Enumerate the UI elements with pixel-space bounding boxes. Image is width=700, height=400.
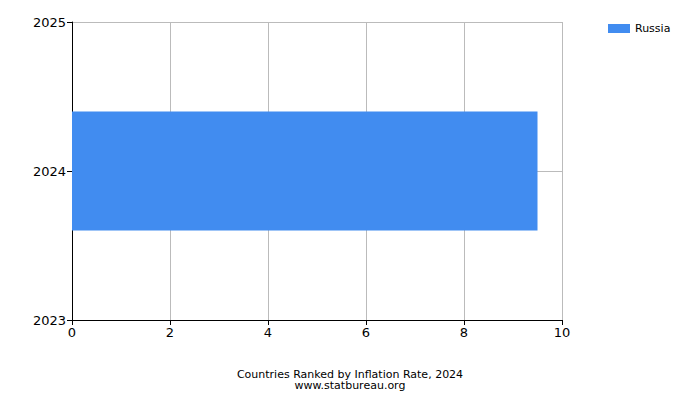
svg-text:4: 4 — [264, 325, 272, 340]
svg-text:Russia: Russia — [635, 22, 670, 35]
svg-text:0: 0 — [68, 325, 76, 340]
svg-text:2025: 2025 — [33, 15, 66, 30]
svg-text:2024: 2024 — [33, 164, 66, 179]
svg-text:6: 6 — [362, 325, 370, 340]
svg-text:10: 10 — [554, 325, 571, 340]
svg-text:2023: 2023 — [33, 313, 66, 328]
svg-text:8: 8 — [460, 325, 468, 340]
svg-text:Countries Ranked by Inflation: Countries Ranked by Inflation Rate, 2024 — [236, 368, 464, 381]
svg-text:www.statbureau.org: www.statbureau.org — [295, 379, 406, 392]
svg-text:2: 2 — [166, 325, 174, 340]
